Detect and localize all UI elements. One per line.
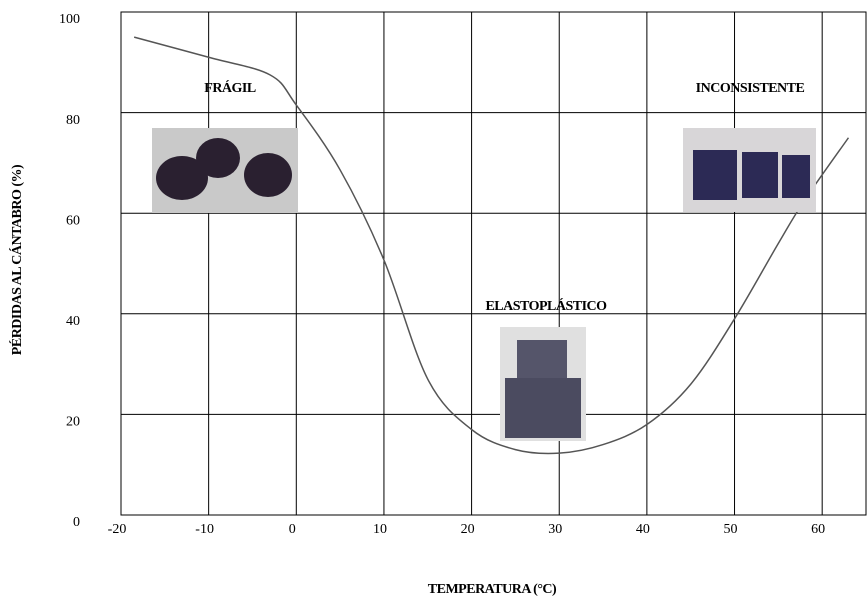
y-tick-label: 100 — [59, 12, 80, 27]
x-tick-label: 10 — [373, 522, 387, 537]
x-axis-title: TEMPERATURA (°C) — [428, 582, 557, 597]
x-tick-label: 50 — [724, 522, 738, 537]
x-tick-label: 60 — [811, 522, 825, 537]
x-tick-label: 0 — [289, 522, 296, 537]
y-tick-label: 80 — [66, 113, 80, 128]
x-tick-label: 30 — [548, 522, 562, 537]
y-tick-label: 20 — [66, 415, 80, 430]
x-tick-label: -10 — [195, 522, 214, 537]
annotation: INCONSISTENTE — [696, 81, 805, 96]
y-tick-label: 60 — [66, 213, 80, 228]
x-tick-label: 20 — [461, 522, 475, 537]
photo-elastoplastico — [500, 327, 586, 441]
x-tick-label: 40 — [636, 522, 650, 537]
line — [134, 37, 848, 453]
photo-fragil — [152, 128, 298, 213]
x-tick-label: -20 — [108, 522, 127, 537]
annotation: ELASTOPLÁSTICO — [485, 297, 607, 314]
chart: 0 20 40 60 80 100 -20 -10 0 10 20 30 40 50 60 PÉRDIDAS… — [0, 0, 867, 601]
y-tick-label: 0 — [73, 515, 80, 530]
photo-inconsistente — [683, 128, 816, 212]
y-axis-title: PÉRDIDAS AL CÁNTABRO (%) — [8, 164, 25, 355]
y-tick-label: 40 — [66, 314, 80, 329]
annotation: FRÁGIL — [204, 79, 256, 96]
